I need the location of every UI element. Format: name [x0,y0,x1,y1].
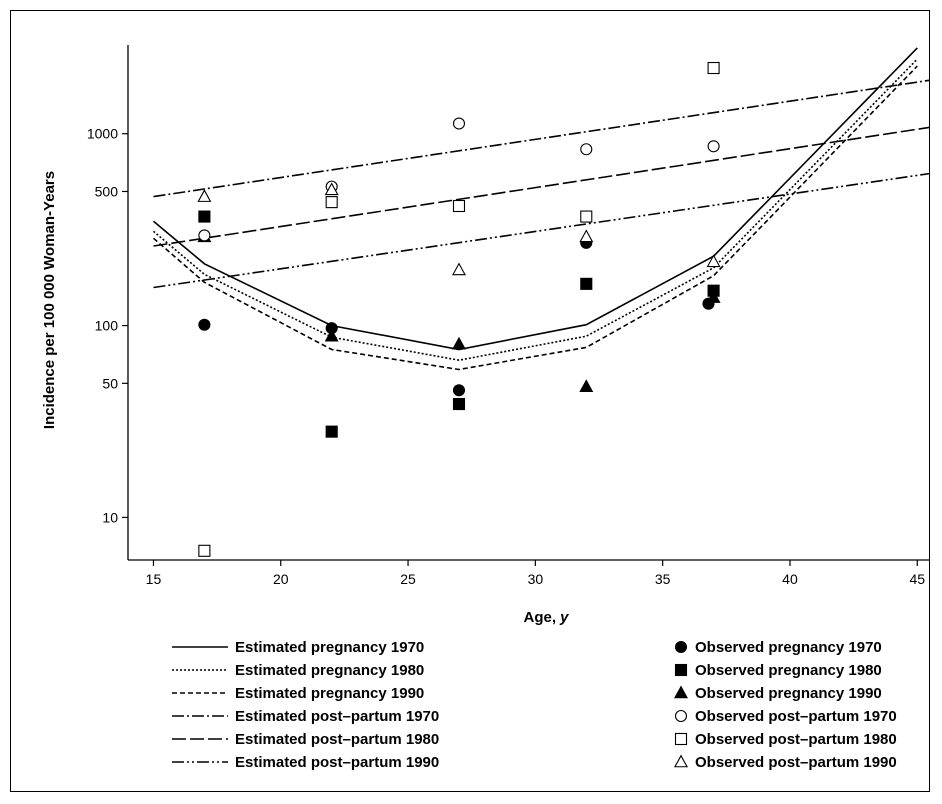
x-tick-label: 15 [146,571,162,587]
series-7-point [452,384,466,397]
series-12-point [197,189,212,202]
legend-marker-swatch [674,640,688,654]
legend-entry-label: Estimated pregnancy 1980 [235,662,424,679]
plot-markers [197,61,721,557]
series-9-point [452,336,466,350]
legend-entry-label: Observed post–partum 1980 [695,731,897,748]
legend-entry-label: Observed pregnancy 1970 [695,639,882,656]
series-11-point [198,544,211,557]
legend-entry-label: Observed pregnancy 1990 [695,685,882,702]
series-11-point [707,61,720,75]
series-9-point [324,328,339,342]
x-tick-label: 25 [400,571,416,587]
axes [127,45,930,561]
series-8-point [580,277,593,290]
series-2-line [152,58,918,362]
y-tick-label: 50 [102,375,118,391]
series-8-point [325,425,338,438]
legend-entry-label: Observed pregnancy 1980 [695,662,882,679]
series-9-point [579,379,594,393]
series-10-point [580,143,593,156]
series-9-point [706,290,721,303]
series-10-point [707,140,720,153]
legend-marker-swatch [674,732,688,746]
x-tick-label: 20 [273,571,289,587]
x-axis-title: Age, y [523,609,569,626]
series-12-point [706,254,721,268]
series-7-point [198,318,211,331]
series-1-line [152,47,918,351]
y-tick-label: 500 [95,183,119,199]
series-10-point [198,229,211,242]
y-tick-label: 100 [95,318,119,334]
legend-marker-swatch [674,685,688,699]
x-tick-label: 35 [655,571,671,587]
y-axis-title: Incidence per 100 000 Woman-Years [41,171,58,429]
legend-entry-label: Estimated post–partum 1970 [235,708,439,725]
legend-entry-label: Observed post–partum 1990 [695,754,897,771]
series-8-point [452,397,466,411]
legend-marker-swatch [674,663,688,677]
legend-entry-label: Observed post–partum 1970 [695,708,897,725]
series-11-point [325,196,338,209]
x-tick-label: 30 [528,571,544,587]
legend: Estimated pregnancy 1970 Estimated pregna… [172,639,897,771]
legend-marker-swatch [674,709,688,723]
legend-entry-label: Estimated pregnancy 1970 [235,639,424,656]
series-4-line [153,79,931,198]
series-5-line [153,126,931,247]
plot-lines [152,47,931,371]
legend-marker-swatch [674,754,688,768]
legend-entry-label: Estimated pregnancy 1990 [235,685,424,702]
chart-frame [10,10,930,792]
series-12-point [324,182,339,196]
series-11-point [580,210,593,223]
series-10-point [452,117,466,130]
series-3-line [152,65,918,371]
series-12-point [579,229,594,243]
legend-entry-label: Estimated post–partum 1980 [235,731,439,748]
series-8-point [198,210,211,223]
ticks: 15 20 25 30 35 40 45 10 50 100 500 1000 [87,126,925,587]
series-11-point [452,199,466,213]
legend-entry-label: Estimated post–partum 1990 [235,754,439,771]
series-6-line [153,172,931,289]
series-12-point [452,262,466,276]
y-tick-label: 1000 [87,126,118,142]
x-tick-label: 45 [909,571,925,587]
y-tick-label: 10 [102,509,118,525]
x-tick-label: 40 [782,571,798,587]
